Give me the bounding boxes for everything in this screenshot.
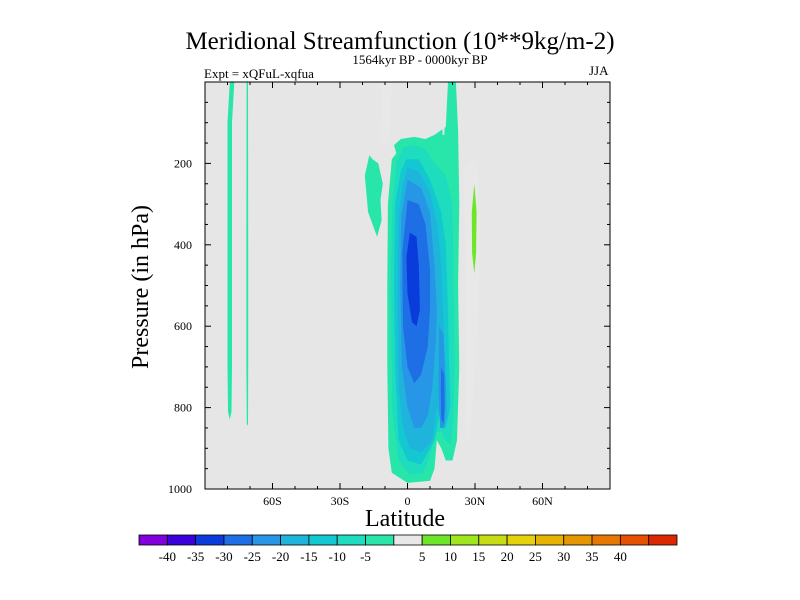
colorbar-label: 20 <box>501 549 514 564</box>
colorbar-label: -30 <box>215 549 232 564</box>
contour-region-tropical-negative-35-core <box>406 232 420 327</box>
contour-region-stratospheric-positive-plume <box>380 82 392 148</box>
colorbar-box <box>421 534 451 546</box>
colorbar-box <box>478 534 508 546</box>
colorbar-box <box>506 534 536 546</box>
colorbar-label: -5 <box>360 549 371 564</box>
contour-region-subtropical-positive-10 <box>471 183 477 274</box>
y-tick-label: 600 <box>174 319 192 333</box>
colorbar-label: 25 <box>529 549 542 564</box>
colorbar-label: -10 <box>329 549 346 564</box>
colorbar-label: -25 <box>244 549 261 564</box>
colorbar-label: -40 <box>159 549 176 564</box>
colorbar-box <box>450 534 480 546</box>
contour-region-tropical-negative-30-lower-lobe <box>440 366 445 424</box>
colorbar-box <box>195 534 225 546</box>
colorbar-box <box>308 534 338 546</box>
x-tick-label: 30S <box>331 494 350 508</box>
colorbar-label: 10 <box>444 549 457 564</box>
contour-region-upper-tropo-weak-negative-left <box>364 155 383 237</box>
y-tick-label: 400 <box>174 238 192 252</box>
colorbar-box <box>365 534 395 546</box>
y-tick-label: 800 <box>174 401 192 415</box>
colorbar-box <box>393 534 423 546</box>
chart-title: Meridional Streamfunction (10**9kg/m-2) <box>185 28 615 55</box>
colorbar-label: 15 <box>472 549 485 564</box>
contour-region-tropical-gap-at-14N <box>440 82 446 135</box>
colorbar-box <box>535 534 565 546</box>
colorbar-box <box>251 534 281 546</box>
colorbar-box <box>138 534 168 546</box>
contour-region-weak-negative-sliver-high-lat-a <box>227 82 235 420</box>
x-axis-label: Latitude <box>365 506 445 532</box>
colorbar-box <box>166 534 197 546</box>
colorbar-box <box>563 534 593 546</box>
contour-region-weak-negative-sliver-high-lat-b <box>246 82 249 426</box>
colorbar-label: 35 <box>586 549 599 564</box>
colorbar-label: -15 <box>300 549 317 564</box>
season-label: JJA <box>589 63 609 78</box>
colorbar-box <box>336 534 366 546</box>
x-tick-label: 0 <box>405 494 411 508</box>
experiment-label: Expt = xQFuL-xqfua <box>204 66 314 81</box>
colorbar-label: -35 <box>187 549 204 564</box>
colorbar-label: 5 <box>419 549 426 564</box>
contour-fill-group <box>227 82 480 483</box>
x-tick-label: 30N <box>465 494 486 508</box>
colorbar-box <box>280 534 310 546</box>
colorbar-box <box>648 534 678 546</box>
colorbar-box <box>223 534 253 546</box>
time-range-label: 1564kyr BP - 0000kyr BP <box>352 52 488 67</box>
y-tick-label: 200 <box>174 156 192 170</box>
y-tick-label: 1000 <box>168 482 192 496</box>
colorbar-label: 30 <box>557 549 570 564</box>
colorbar-label: 40 <box>614 549 627 564</box>
x-tick-label: 60N <box>532 494 553 508</box>
colorbar-label: -20 <box>272 549 289 564</box>
colorbar-box <box>591 534 621 546</box>
colorbar-box <box>619 534 650 546</box>
x-tick-label: 60S <box>263 494 282 508</box>
